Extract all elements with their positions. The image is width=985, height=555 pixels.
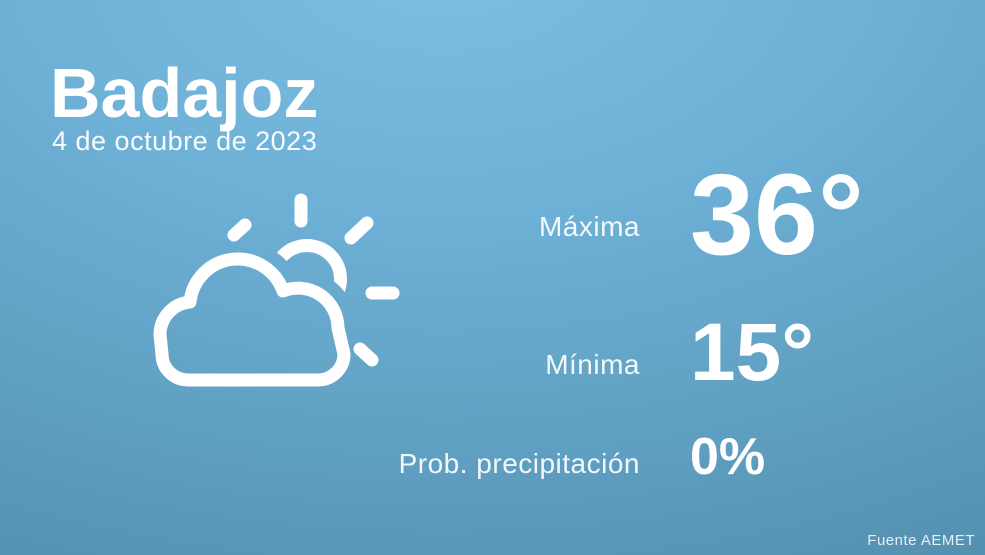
sun-rays-icon	[227, 193, 400, 367]
source-credit: Fuente AEMET	[867, 532, 975, 549]
precipitation-probability-value: 0%	[690, 428, 766, 486]
min-temp-label: Mínima	[545, 349, 640, 380]
cloud-icon	[153, 252, 351, 387]
max-temp-value: 36°	[690, 151, 864, 279]
date-subtitle: 4 de octubre de 2023	[52, 126, 318, 156]
precipitation-probability-label: Prob. precipitación	[398, 448, 640, 479]
max-temp-label: Máxima	[538, 211, 640, 242]
location-title: Badajoz	[50, 54, 319, 132]
sun-behind-cloud-icon	[153, 193, 400, 387]
min-temp-value: 15°	[690, 307, 815, 398]
